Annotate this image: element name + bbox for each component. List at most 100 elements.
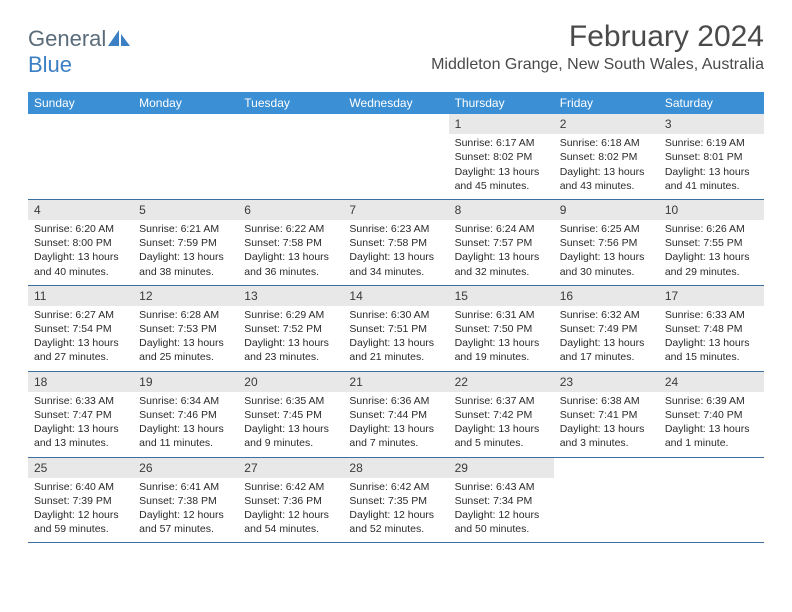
week-row: 1Sunrise: 6:17 AMSunset: 8:02 PMDaylight… — [28, 114, 764, 200]
day-number: 12 — [133, 286, 238, 306]
day-number: 2 — [554, 114, 659, 134]
empty-cell — [28, 114, 133, 199]
day-body: Sunrise: 6:38 AMSunset: 7:41 PMDaylight:… — [554, 392, 659, 457]
header: General Blue February 2024 Middleton Gra… — [28, 20, 764, 78]
logo-sail-icon — [108, 30, 130, 46]
daylight-line: Daylight: 13 hours and 23 minutes. — [244, 336, 337, 364]
sunrise-line: Sunrise: 6:23 AM — [349, 222, 442, 236]
day-cell-15: 15Sunrise: 6:31 AMSunset: 7:50 PMDayligh… — [449, 286, 554, 371]
day-number: 23 — [554, 372, 659, 392]
daylight-line: Daylight: 12 hours and 50 minutes. — [455, 508, 548, 536]
day-body: Sunrise: 6:26 AMSunset: 7:55 PMDaylight:… — [659, 220, 764, 285]
day-body: Sunrise: 6:22 AMSunset: 7:58 PMDaylight:… — [238, 220, 343, 285]
sunset-line: Sunset: 7:51 PM — [349, 322, 442, 336]
sunset-line: Sunset: 7:47 PM — [34, 408, 127, 422]
day-number: 26 — [133, 458, 238, 478]
daylight-line: Daylight: 13 hours and 43 minutes. — [560, 165, 653, 193]
sunset-line: Sunset: 7:39 PM — [34, 494, 127, 508]
day-body: Sunrise: 6:24 AMSunset: 7:57 PMDaylight:… — [449, 220, 554, 285]
day-body: Sunrise: 6:29 AMSunset: 7:52 PMDaylight:… — [238, 306, 343, 371]
sunrise-line: Sunrise: 6:26 AM — [665, 222, 758, 236]
week-row: 4Sunrise: 6:20 AMSunset: 8:00 PMDaylight… — [28, 200, 764, 286]
day-number: 24 — [659, 372, 764, 392]
day-cell-27: 27Sunrise: 6:42 AMSunset: 7:36 PMDayligh… — [238, 458, 343, 543]
day-header-thursday: Thursday — [449, 92, 554, 114]
day-body: Sunrise: 6:27 AMSunset: 7:54 PMDaylight:… — [28, 306, 133, 371]
empty-number — [343, 114, 448, 118]
day-cell-24: 24Sunrise: 6:39 AMSunset: 7:40 PMDayligh… — [659, 372, 764, 457]
empty-cell — [343, 114, 448, 199]
day-number: 27 — [238, 458, 343, 478]
day-body: Sunrise: 6:25 AMSunset: 7:56 PMDaylight:… — [554, 220, 659, 285]
sunrise-line: Sunrise: 6:19 AM — [665, 136, 758, 150]
day-cell-11: 11Sunrise: 6:27 AMSunset: 7:54 PMDayligh… — [28, 286, 133, 371]
sunset-line: Sunset: 7:50 PM — [455, 322, 548, 336]
day-number: 20 — [238, 372, 343, 392]
day-cell-10: 10Sunrise: 6:26 AMSunset: 7:55 PMDayligh… — [659, 200, 764, 285]
daylight-line: Daylight: 13 hours and 15 minutes. — [665, 336, 758, 364]
sunset-line: Sunset: 7:52 PM — [244, 322, 337, 336]
sunrise-line: Sunrise: 6:43 AM — [455, 480, 548, 494]
sunrise-line: Sunrise: 6:35 AM — [244, 394, 337, 408]
daylight-line: Daylight: 13 hours and 21 minutes. — [349, 336, 442, 364]
week-row: 11Sunrise: 6:27 AMSunset: 7:54 PMDayligh… — [28, 286, 764, 372]
sunrise-line: Sunrise: 6:42 AM — [244, 480, 337, 494]
day-body: Sunrise: 6:30 AMSunset: 7:51 PMDaylight:… — [343, 306, 448, 371]
day-cell-25: 25Sunrise: 6:40 AMSunset: 7:39 PMDayligh… — [28, 458, 133, 543]
day-cell-5: 5Sunrise: 6:21 AMSunset: 7:59 PMDaylight… — [133, 200, 238, 285]
day-cell-14: 14Sunrise: 6:30 AMSunset: 7:51 PMDayligh… — [343, 286, 448, 371]
sunset-line: Sunset: 7:41 PM — [560, 408, 653, 422]
daylight-line: Daylight: 13 hours and 34 minutes. — [349, 250, 442, 278]
sunrise-line: Sunrise: 6:30 AM — [349, 308, 442, 322]
day-cell-28: 28Sunrise: 6:42 AMSunset: 7:35 PMDayligh… — [343, 458, 448, 543]
logo-text: General Blue — [28, 26, 130, 78]
day-number: 15 — [449, 286, 554, 306]
sunrise-line: Sunrise: 6:22 AM — [244, 222, 337, 236]
day-cell-29: 29Sunrise: 6:43 AMSunset: 7:34 PMDayligh… — [449, 458, 554, 543]
sunrise-line: Sunrise: 6:42 AM — [349, 480, 442, 494]
daylight-line: Daylight: 13 hours and 41 minutes. — [665, 165, 758, 193]
day-body: Sunrise: 6:33 AMSunset: 7:48 PMDaylight:… — [659, 306, 764, 371]
day-body: Sunrise: 6:35 AMSunset: 7:45 PMDaylight:… — [238, 392, 343, 457]
sunrise-line: Sunrise: 6:27 AM — [34, 308, 127, 322]
day-header-wednesday: Wednesday — [343, 92, 448, 114]
empty-cell — [554, 458, 659, 543]
daylight-line: Daylight: 13 hours and 1 minute. — [665, 422, 758, 450]
daylight-line: Daylight: 13 hours and 32 minutes. — [455, 250, 548, 278]
day-number: 9 — [554, 200, 659, 220]
day-header-monday: Monday — [133, 92, 238, 114]
sunset-line: Sunset: 7:54 PM — [34, 322, 127, 336]
day-cell-16: 16Sunrise: 6:32 AMSunset: 7:49 PMDayligh… — [554, 286, 659, 371]
day-number: 3 — [659, 114, 764, 134]
title-block: February 2024 Middleton Grange, New Sout… — [431, 20, 764, 74]
logo-text-blue: Blue — [28, 52, 72, 77]
daylight-line: Daylight: 13 hours and 27 minutes. — [34, 336, 127, 364]
day-number: 22 — [449, 372, 554, 392]
sunset-line: Sunset: 7:57 PM — [455, 236, 548, 250]
day-body: Sunrise: 6:37 AMSunset: 7:42 PMDaylight:… — [449, 392, 554, 457]
daylight-line: Daylight: 13 hours and 9 minutes. — [244, 422, 337, 450]
day-cell-3: 3Sunrise: 6:19 AMSunset: 8:01 PMDaylight… — [659, 114, 764, 199]
logo-text-general: General — [28, 26, 106, 51]
sunset-line: Sunset: 7:38 PM — [139, 494, 232, 508]
day-number: 28 — [343, 458, 448, 478]
day-number: 10 — [659, 200, 764, 220]
sunrise-line: Sunrise: 6:25 AM — [560, 222, 653, 236]
empty-number — [554, 458, 659, 478]
day-body: Sunrise: 6:19 AMSunset: 8:01 PMDaylight:… — [659, 134, 764, 199]
day-cell-17: 17Sunrise: 6:33 AMSunset: 7:48 PMDayligh… — [659, 286, 764, 371]
day-number: 21 — [343, 372, 448, 392]
day-number: 4 — [28, 200, 133, 220]
day-cell-7: 7Sunrise: 6:23 AMSunset: 7:58 PMDaylight… — [343, 200, 448, 285]
day-number: 17 — [659, 286, 764, 306]
day-body: Sunrise: 6:42 AMSunset: 7:36 PMDaylight:… — [238, 478, 343, 543]
daylight-line: Daylight: 13 hours and 29 minutes. — [665, 250, 758, 278]
sunrise-line: Sunrise: 6:32 AM — [560, 308, 653, 322]
day-body: Sunrise: 6:31 AMSunset: 7:50 PMDaylight:… — [449, 306, 554, 371]
day-number: 25 — [28, 458, 133, 478]
sunrise-line: Sunrise: 6:39 AM — [665, 394, 758, 408]
day-body: Sunrise: 6:36 AMSunset: 7:44 PMDaylight:… — [343, 392, 448, 457]
daylight-line: Daylight: 13 hours and 25 minutes. — [139, 336, 232, 364]
location: Middleton Grange, New South Wales, Austr… — [431, 56, 764, 74]
day-body: Sunrise: 6:39 AMSunset: 7:40 PMDaylight:… — [659, 392, 764, 457]
